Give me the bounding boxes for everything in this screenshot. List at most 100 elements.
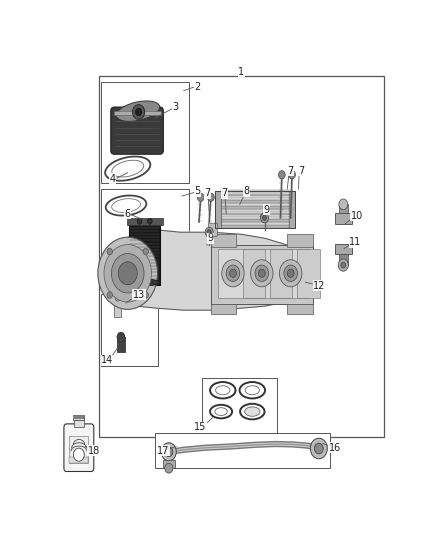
Circle shape [255, 265, 268, 281]
Circle shape [279, 260, 302, 287]
Ellipse shape [240, 382, 265, 399]
Bar [270, 248, 292, 298]
Bar [211, 304, 237, 314]
Circle shape [111, 254, 144, 293]
Bar [101, 189, 189, 288]
Ellipse shape [105, 157, 150, 181]
Text: 4: 4 [110, 174, 116, 184]
Text: 5: 5 [194, 186, 201, 196]
Circle shape [137, 219, 142, 224]
Ellipse shape [129, 279, 160, 286]
Ellipse shape [215, 408, 227, 416]
Bar [287, 304, 313, 314]
Ellipse shape [245, 407, 260, 416]
Circle shape [207, 230, 211, 235]
Bar [211, 235, 237, 247]
Circle shape [107, 248, 113, 255]
Circle shape [341, 262, 346, 268]
Bar [162, 460, 175, 468]
Bar [221, 209, 289, 212]
Bar [297, 248, 319, 298]
Bar [335, 213, 353, 224]
Bar [69, 457, 88, 463]
Bar [335, 244, 353, 254]
FancyBboxPatch shape [111, 107, 163, 154]
Circle shape [118, 262, 137, 285]
Ellipse shape [112, 160, 144, 177]
Bar [221, 213, 289, 215]
Text: 11: 11 [349, 238, 361, 247]
Bar [287, 235, 313, 247]
Bar [117, 337, 125, 352]
Circle shape [107, 292, 113, 298]
Text: 1: 1 [238, 67, 244, 77]
Text: 10: 10 [351, 211, 363, 221]
Text: 12: 12 [313, 280, 326, 290]
Text: 17: 17 [157, 446, 170, 456]
Bar [221, 197, 289, 199]
Bar [243, 248, 265, 298]
Bar [127, 217, 162, 225]
Bar [215, 191, 221, 228]
Text: 7: 7 [205, 188, 211, 198]
Circle shape [314, 443, 323, 454]
Bar [130, 225, 160, 285]
Circle shape [338, 259, 348, 271]
Bar [221, 193, 289, 196]
Ellipse shape [215, 386, 230, 395]
Bar [114, 111, 161, 115]
Circle shape [261, 213, 268, 223]
Bar [69, 436, 88, 463]
Circle shape [205, 227, 213, 237]
Bar [221, 206, 289, 209]
Circle shape [165, 447, 173, 457]
Circle shape [289, 171, 295, 179]
Bar [101, 83, 189, 183]
Bar [218, 248, 309, 298]
Bar [215, 191, 295, 228]
Text: 7: 7 [287, 166, 294, 176]
Text: 13: 13 [133, 289, 145, 300]
Bar [155, 433, 330, 468]
Bar [339, 204, 348, 213]
Circle shape [104, 245, 152, 302]
Ellipse shape [106, 196, 146, 215]
Bar [221, 190, 289, 193]
Bar [211, 245, 313, 304]
Circle shape [117, 333, 125, 342]
Text: 14: 14 [101, 356, 113, 365]
Circle shape [115, 295, 120, 301]
Polygon shape [107, 230, 316, 310]
Text: 9: 9 [208, 233, 214, 244]
Bar [289, 191, 295, 228]
Text: 6: 6 [125, 209, 131, 219]
Circle shape [284, 265, 297, 281]
Circle shape [258, 269, 265, 277]
Circle shape [135, 108, 141, 116]
Ellipse shape [245, 386, 259, 395]
Circle shape [226, 265, 240, 281]
Text: 8: 8 [244, 186, 250, 196]
Ellipse shape [112, 199, 141, 213]
Text: 9: 9 [264, 205, 270, 215]
Circle shape [339, 199, 348, 209]
Ellipse shape [210, 405, 232, 418]
Text: 15: 15 [194, 422, 206, 432]
Circle shape [287, 269, 294, 277]
Bar [99, 76, 384, 438]
Bar [114, 303, 121, 317]
Bar [221, 216, 289, 219]
Bar [101, 294, 158, 366]
Circle shape [119, 334, 123, 340]
FancyBboxPatch shape [64, 424, 94, 472]
Circle shape [98, 237, 158, 309]
Bar [221, 200, 289, 203]
Circle shape [279, 171, 285, 179]
Text: 3: 3 [172, 102, 178, 112]
Circle shape [74, 448, 84, 461]
Ellipse shape [240, 404, 265, 419]
Circle shape [161, 443, 176, 461]
Bar [116, 298, 120, 303]
Bar [221, 203, 289, 206]
Bar [221, 219, 289, 222]
